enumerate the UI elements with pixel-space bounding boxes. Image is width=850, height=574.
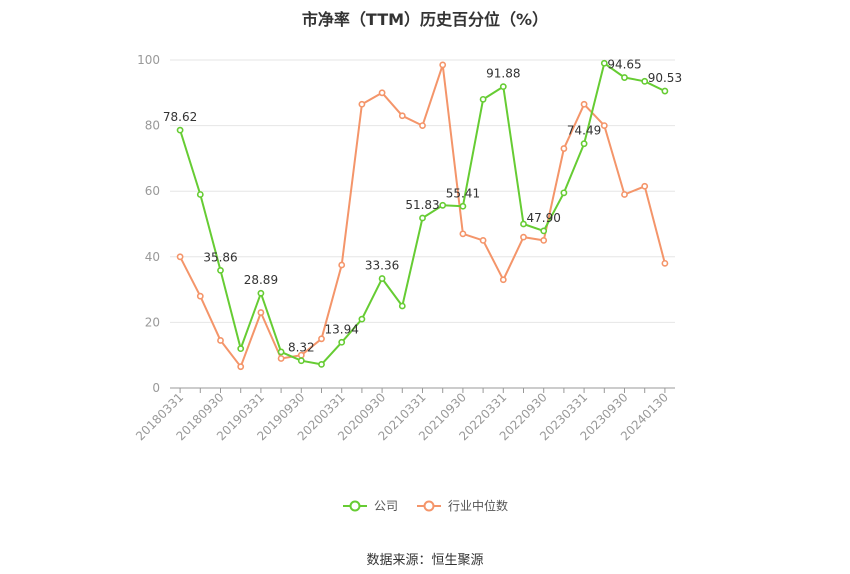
industry-median-data-point	[499, 276, 507, 284]
company-data-label: 78.62	[163, 110, 197, 124]
industry-median-data-point	[196, 292, 204, 300]
industry-median-data-point	[540, 236, 548, 244]
company-data-point	[176, 126, 184, 134]
company-data-point	[540, 227, 548, 235]
company-data-point	[621, 74, 628, 81]
industry-median-data-point	[621, 191, 628, 198]
legend-item-industry-median[interactable]: 行业中位数	[416, 497, 508, 514]
legend-label-company: 公司	[373, 499, 398, 513]
company-data-point	[338, 338, 346, 346]
company-data-point	[257, 289, 265, 297]
industry-median-data-point	[641, 182, 649, 190]
company-data-point	[358, 315, 366, 323]
company-data-point	[419, 214, 426, 222]
industry-median-data-point	[661, 259, 669, 267]
industry-median-data-point	[378, 89, 386, 97]
company-data-point	[499, 83, 507, 91]
industry-median-data-point	[419, 122, 426, 129]
company-data-point	[237, 345, 245, 353]
company-data-point	[217, 266, 224, 274]
company-data-label: 28.89	[244, 273, 278, 287]
industry-median-data-point	[580, 100, 588, 108]
y-tick-label: 100	[137, 53, 160, 67]
company-data-label: 47.90	[527, 211, 561, 225]
company-data-point	[297, 357, 305, 365]
legend-marker-industry-median-icon	[417, 500, 441, 511]
industry-median-data-point	[237, 363, 245, 371]
legend-marker-company-icon	[342, 500, 367, 511]
y-tick-label: 60	[145, 184, 160, 198]
company-data-point	[459, 202, 467, 210]
industry-median-data-point	[600, 122, 608, 129]
company-data-label: 8.32	[288, 341, 315, 355]
company-series-line	[179, 62, 666, 366]
company-data-label: 51.83	[405, 198, 439, 212]
company-data-point	[600, 59, 608, 67]
company-data-point	[479, 95, 487, 103]
y-tick-label: 20	[145, 315, 160, 329]
legend-item-company[interactable]: 公司	[342, 497, 398, 514]
industry-median-data-point	[560, 145, 568, 152]
company-data-point	[277, 348, 285, 356]
company-data-point	[661, 87, 669, 95]
y-tick-label: 80	[145, 119, 160, 133]
industry-median-data-point	[439, 61, 447, 69]
company-data-point	[439, 201, 447, 209]
industry-median-data-point	[176, 253, 184, 261]
company-data-point	[318, 360, 325, 368]
company-data-label: 94.65	[607, 58, 641, 72]
company-data-point	[378, 275, 386, 282]
legend: 公司 行业中位数	[0, 497, 850, 514]
company-data-point	[560, 189, 568, 197]
industry-median-data-point	[318, 335, 325, 343]
chart-title: 市净率（TTM）历史百分位（%）	[301, 10, 549, 29]
industry-median-data-point	[277, 355, 285, 362]
source-note: 数据来源：恒生聚源	[366, 553, 484, 568]
industry-median-data-point	[459, 230, 467, 238]
company-data-point	[580, 140, 588, 148]
y-tick-label: 40	[145, 250, 160, 264]
company-data-point	[196, 191, 204, 198]
industry-median-data-point	[398, 112, 406, 120]
company-data-label: 55.41	[446, 186, 480, 200]
company-data-label: 90.53	[648, 71, 682, 85]
industry-median-data-point	[358, 100, 366, 108]
company-data-point	[520, 220, 527, 228]
legend-label-industry-median: 行业中位数	[448, 499, 509, 513]
company-data-label: 13.94	[325, 322, 359, 336]
industry-median-data-point	[338, 261, 346, 269]
industry-median-data-point	[257, 309, 265, 316]
industry-median-data-point	[217, 337, 224, 344]
company-data-label: 91.88	[486, 67, 520, 81]
industry-median-data-point	[479, 236, 487, 244]
company-data-label: 74.49	[567, 124, 601, 138]
y-tick-label: 0	[152, 381, 160, 395]
industry-median-data-point	[520, 233, 527, 241]
company-data-point	[398, 302, 406, 310]
company-data-label: 35.86	[203, 250, 237, 264]
company-data-point	[641, 77, 649, 85]
company-data-label: 33.36	[365, 259, 399, 273]
